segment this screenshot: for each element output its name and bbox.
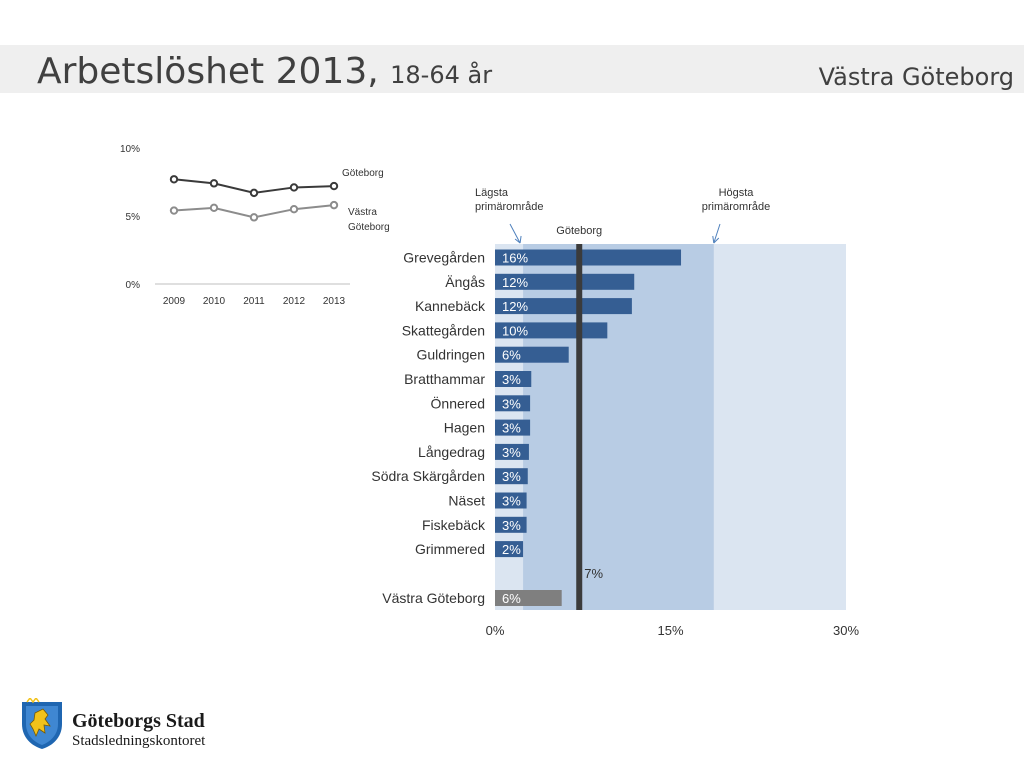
category-label: Grevegården — [403, 250, 485, 266]
bar-value-label: 3% — [502, 372, 521, 387]
bar — [495, 516, 527, 533]
x-tick-label: 2011 — [243, 296, 265, 307]
category-label: Skattegården — [402, 322, 485, 338]
x-tick-label: 15% — [657, 623, 683, 638]
bar — [495, 541, 524, 558]
x-tick-label: 2012 — [283, 296, 306, 307]
range-high-label: Högsta — [719, 187, 755, 199]
y-tick-label: 5% — [126, 212, 141, 223]
series-point — [289, 205, 299, 214]
trend-line-chart: 0% 5% 10% 2009 2010 2011 2012 2013 Göteborg Västr… — [120, 144, 390, 307]
bar — [495, 492, 527, 509]
bar-value-label: 3% — [502, 445, 521, 460]
x-tick-label: 0% — [486, 623, 505, 638]
series-point — [249, 188, 259, 198]
category-label-total: Västra Göteborg — [382, 590, 485, 606]
series-label: Västra — [348, 207, 377, 218]
logo-name: Göteborgs Stad — [72, 710, 205, 732]
series-point — [209, 203, 219, 213]
bar — [495, 346, 569, 363]
series-label: Göteborg — [348, 222, 390, 233]
y-tick-label: 0% — [126, 280, 141, 291]
series-point — [289, 183, 299, 192]
bar — [495, 273, 635, 290]
bar-value-label: 3% — [502, 396, 521, 411]
logo-department: Stadsledningskontoret — [72, 733, 206, 749]
bar-value-label: 10% — [502, 323, 528, 338]
series-point — [329, 181, 339, 191]
bar-value-label: 16% — [502, 251, 528, 266]
series-label: Göteborg — [342, 168, 384, 179]
category-label: Hagen — [444, 420, 485, 436]
bar-value-label-total: 6% — [502, 591, 521, 606]
y-tick-label: 10% — [120, 144, 140, 155]
bar-value-label: 3% — [502, 421, 521, 436]
bar-total — [495, 590, 562, 606]
reference-line — [576, 244, 583, 610]
category-label: Grimmered — [415, 541, 485, 557]
series-point — [329, 200, 339, 210]
x-tick-label: 30% — [833, 623, 859, 638]
category-label: Bratthammar — [404, 371, 485, 387]
bar-value-label: 3% — [502, 494, 521, 509]
goteborgs-stad-logo — [22, 698, 62, 749]
category-label: Guldringen — [417, 347, 486, 363]
header-band — [0, 45, 1024, 93]
bar — [495, 419, 531, 436]
category-label: Fiskebäck — [422, 517, 486, 533]
range-high-arrow — [713, 223, 721, 244]
region-name: Västra Göteborg — [818, 63, 1014, 91]
category-label: Kannebäck — [415, 298, 486, 314]
bar — [495, 468, 528, 485]
bar-value-label: 12% — [502, 299, 528, 314]
category-label: Önnered — [431, 394, 485, 411]
category-label: Södra Skärgården — [371, 468, 485, 484]
bar-value-label: 3% — [502, 518, 521, 533]
x-tick-label: 2010 — [203, 296, 226, 307]
page-title-main: Arbetslöshet 2013, — [37, 51, 379, 92]
page-title-age-range: 18-64 år — [390, 61, 493, 89]
bar-value-label: 2% — [502, 542, 521, 557]
bar — [495, 371, 532, 387]
bar-value-label: 3% — [502, 469, 521, 484]
bar-value-label: 12% — [502, 275, 528, 290]
bar — [495, 249, 682, 266]
bar — [495, 298, 632, 315]
x-tick-label: 2013 — [323, 296, 346, 307]
category-label: Långedrag — [418, 444, 485, 460]
category-label: Ängås — [445, 274, 485, 290]
series-point — [209, 179, 219, 188]
range-low-label: primärområde — [475, 201, 543, 213]
bar-value-label: 6% — [502, 348, 521, 363]
reference-name-label: Göteborg — [556, 225, 602, 237]
range-high-arrowhead — [712, 235, 720, 244]
unemployment-bar-chart: Grevegården 16% Ängås 12% Kannebäck 12% Skatte… — [371, 187, 859, 638]
bar — [495, 443, 529, 460]
category-label: Näset — [448, 493, 485, 509]
x-tick-label: 2009 — [163, 296, 186, 307]
series-point — [169, 206, 179, 215]
range-high-label: primärområde — [702, 201, 770, 213]
range-low-arrow — [509, 223, 521, 244]
range-low-label: Lägsta — [475, 187, 509, 199]
series-point — [169, 175, 179, 184]
page-title: Arbetslöshet 2013, 18-64 år — [37, 51, 492, 92]
range-low-arrowhead — [514, 235, 522, 244]
bar — [495, 395, 531, 412]
reference-value-label: 7% — [584, 566, 603, 581]
series-point — [249, 213, 259, 222]
